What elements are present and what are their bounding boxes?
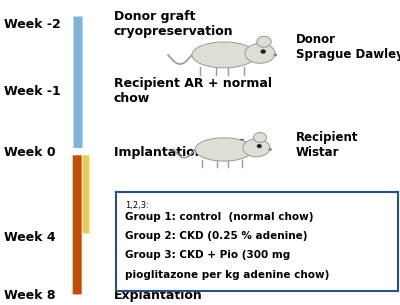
Text: Recipient
Wistar: Recipient Wistar <box>296 131 358 159</box>
Ellipse shape <box>192 42 256 68</box>
Ellipse shape <box>243 139 270 157</box>
Ellipse shape <box>195 138 253 161</box>
Text: Week 4: Week 4 <box>4 231 56 244</box>
Text: 1,2,3: 1,2,3 <box>223 139 244 149</box>
Circle shape <box>257 36 271 47</box>
Circle shape <box>269 149 271 150</box>
Text: Recipient AR + normal
chow: Recipient AR + normal chow <box>114 77 272 106</box>
Circle shape <box>254 133 266 142</box>
Text: 1,2,3:: 1,2,3: <box>125 201 149 210</box>
Text: Donor graft
cryopreservation: Donor graft cryopreservation <box>114 10 234 38</box>
Text: Implantation + diet: Implantation + diet <box>114 146 250 159</box>
Ellipse shape <box>245 43 275 63</box>
Circle shape <box>258 145 261 148</box>
Text: Explantation: Explantation <box>114 231 203 244</box>
Text: Week -2: Week -2 <box>4 18 61 31</box>
Text: Week 0: Week 0 <box>4 146 56 159</box>
Text: Week -1: Week -1 <box>4 85 61 98</box>
Text: Group 1: control  (normal chow): Group 1: control (normal chow) <box>125 212 314 222</box>
Text: Explantation: Explantation <box>114 289 203 302</box>
Circle shape <box>261 50 265 53</box>
Text: Group 3: CKD + Pio (300 mg: Group 3: CKD + Pio (300 mg <box>125 250 290 260</box>
Text: pioglitazone per kg adenine chow): pioglitazone per kg adenine chow) <box>125 270 330 280</box>
FancyBboxPatch shape <box>116 192 398 291</box>
Text: Week 8: Week 8 <box>4 289 56 302</box>
Circle shape <box>274 54 276 56</box>
Text: Donor
Sprague Dawley: Donor Sprague Dawley <box>296 33 400 61</box>
Text: Group 2: CKD (0.25 % adenine): Group 2: CKD (0.25 % adenine) <box>125 231 308 241</box>
